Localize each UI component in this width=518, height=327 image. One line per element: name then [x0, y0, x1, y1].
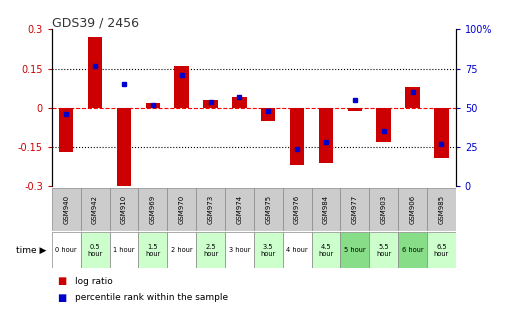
Bar — [232, 97, 247, 108]
Bar — [138, 232, 167, 268]
Bar — [427, 188, 456, 231]
Text: GSM910: GSM910 — [121, 195, 127, 224]
Text: 6.5
hour: 6.5 hour — [434, 244, 449, 257]
Text: GSM970: GSM970 — [179, 195, 185, 224]
Text: GSM984: GSM984 — [323, 195, 329, 224]
Bar — [340, 188, 369, 231]
Bar — [283, 232, 311, 268]
Bar — [88, 37, 102, 108]
Bar — [167, 232, 196, 268]
Bar — [175, 66, 189, 108]
Text: 4.5
hour: 4.5 hour — [319, 244, 334, 257]
Bar — [225, 232, 254, 268]
Text: GSM906: GSM906 — [410, 195, 415, 224]
Text: GSM942: GSM942 — [92, 195, 98, 224]
Bar — [405, 87, 420, 108]
Bar — [311, 232, 340, 268]
Bar — [283, 188, 311, 231]
Text: 4 hour: 4 hour — [286, 247, 308, 253]
Text: 6 hour: 6 hour — [402, 247, 423, 253]
Text: ■: ■ — [57, 276, 66, 286]
Bar — [117, 108, 131, 192]
Text: 3 hour: 3 hour — [228, 247, 250, 253]
Bar — [398, 232, 427, 268]
Bar — [52, 188, 81, 231]
Text: 2 hour: 2 hour — [171, 247, 193, 253]
Bar — [254, 232, 283, 268]
Text: GSM969: GSM969 — [150, 195, 156, 224]
Text: 5.5
hour: 5.5 hour — [376, 244, 391, 257]
Bar — [146, 103, 160, 108]
Bar — [369, 232, 398, 268]
Text: 0 hour: 0 hour — [55, 247, 77, 253]
Bar — [427, 232, 456, 268]
Bar — [225, 188, 254, 231]
Bar — [59, 108, 74, 152]
Bar — [52, 232, 81, 268]
Text: GSM903: GSM903 — [381, 195, 387, 224]
Text: log ratio: log ratio — [75, 277, 113, 286]
Bar — [196, 232, 225, 268]
Text: GSM973: GSM973 — [208, 195, 213, 224]
Bar — [348, 108, 362, 111]
Bar — [398, 188, 427, 231]
Text: 2.5
hour: 2.5 hour — [203, 244, 218, 257]
Text: GDS39 / 2456: GDS39 / 2456 — [52, 16, 139, 29]
Bar — [109, 188, 138, 231]
Text: 0.5
hour: 0.5 hour — [88, 244, 103, 257]
Bar — [167, 188, 196, 231]
Bar — [254, 188, 283, 231]
Text: GSM940: GSM940 — [63, 195, 69, 224]
Bar — [319, 108, 333, 163]
Bar — [109, 232, 138, 268]
Text: 1 hour: 1 hour — [113, 247, 135, 253]
Text: GSM985: GSM985 — [438, 195, 444, 224]
Bar — [369, 188, 398, 231]
Bar — [203, 100, 218, 108]
Bar — [290, 108, 304, 165]
Bar — [434, 108, 449, 158]
Bar — [81, 232, 109, 268]
Bar — [340, 232, 369, 268]
Text: ■: ■ — [57, 293, 66, 302]
Bar — [81, 188, 109, 231]
Text: percentile rank within the sample: percentile rank within the sample — [75, 293, 228, 302]
Bar — [138, 188, 167, 231]
Bar — [196, 188, 225, 231]
Bar — [311, 188, 340, 231]
Text: GSM975: GSM975 — [265, 195, 271, 224]
Text: time ▶: time ▶ — [16, 246, 47, 255]
Text: GSM977: GSM977 — [352, 195, 358, 224]
Bar — [261, 108, 276, 121]
Text: GSM974: GSM974 — [236, 195, 242, 224]
Bar — [377, 108, 391, 142]
Text: GSM976: GSM976 — [294, 195, 300, 224]
Text: 5 hour: 5 hour — [344, 247, 366, 253]
Text: 3.5
hour: 3.5 hour — [261, 244, 276, 257]
Text: 1.5
hour: 1.5 hour — [145, 244, 161, 257]
